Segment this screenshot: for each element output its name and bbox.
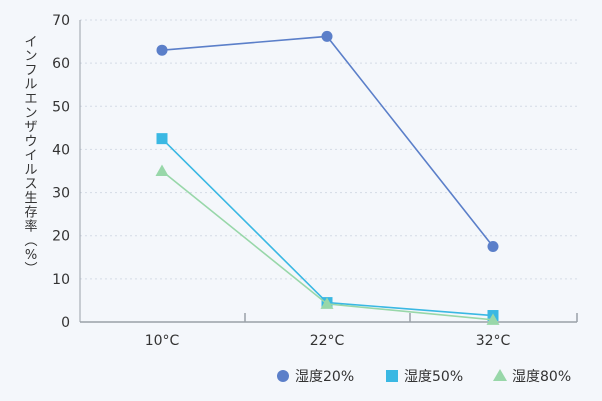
- legend-square-marker: [386, 370, 398, 382]
- y-axis-title-char: ザ: [24, 120, 37, 135]
- y-tick-label: 20: [52, 229, 70, 245]
- y-tick-label: 60: [52, 56, 70, 72]
- data-point: [321, 30, 333, 42]
- series-line: [161, 138, 494, 317]
- data-point: [156, 44, 168, 56]
- legend-item: 湿度50%: [386, 369, 463, 385]
- series-1: [156, 30, 499, 252]
- y-axis-title-char: イ: [24, 35, 37, 50]
- y-axis-title-char: フ: [24, 63, 37, 78]
- y-axis-title-char: ︶: [24, 262, 37, 277]
- y-axis-label: インフルエンザウイルス生存率︵% ︶: [24, 35, 37, 277]
- y-axis-title-char: ン: [24, 49, 37, 64]
- legend-circle-marker: [277, 370, 289, 382]
- y-axis-title-char: エ: [24, 92, 37, 107]
- y-axis-title-char: イ: [24, 149, 37, 164]
- y-axis-title-char: ス: [24, 177, 37, 192]
- y-tick-label: 0: [61, 315, 70, 331]
- series-2: [156, 133, 499, 322]
- legend: 湿度20% 湿度50% 湿度80%: [277, 369, 571, 385]
- grid-lines: [80, 19, 577, 280]
- data-point: [487, 241, 499, 252]
- y-tick-label: 40: [52, 142, 70, 158]
- x-tick-label: 10°C: [145, 333, 180, 349]
- y-axis-title-char: ル: [24, 163, 37, 178]
- x-tick-label: 32°C: [476, 333, 511, 349]
- y-axis-title-char: ︵: [24, 234, 37, 249]
- data-point: [486, 313, 500, 325]
- y-tick-label: 70: [52, 13, 70, 29]
- y-axis-title-char: ン: [24, 106, 37, 121]
- y-tick-label: 30: [52, 186, 70, 202]
- legend-item: 湿度20%: [277, 369, 354, 385]
- y-tick-label: 10: [52, 272, 70, 288]
- series-3: [155, 164, 500, 325]
- x-tick-label: 22°C: [310, 333, 345, 349]
- legend-triangle-marker: [493, 369, 507, 381]
- legend-label: 湿度20%: [295, 369, 354, 385]
- series-lines: [155, 30, 500, 325]
- y-tick-label: 50: [52, 99, 70, 115]
- y-axis-title-char: 存: [24, 205, 37, 220]
- legend-item: 湿度80%: [493, 369, 571, 385]
- y-axis-title-char: %: [25, 248, 37, 263]
- y-axis-title-char: 生: [24, 191, 37, 206]
- data-point: [156, 133, 168, 145]
- y-axis-title-char: ウ: [24, 134, 37, 149]
- legend-label: 湿度50%: [404, 369, 463, 385]
- series-line: [161, 35, 494, 247]
- y-axis-title-char: 率: [24, 219, 37, 235]
- data-point: [320, 297, 334, 309]
- data-point: [155, 164, 169, 176]
- y-axis-title-char: ル: [24, 78, 37, 93]
- y-axis-title: インフルエンザウイルス生存率︵% ︶: [24, 35, 37, 277]
- legend-label: 湿度80%: [512, 369, 571, 385]
